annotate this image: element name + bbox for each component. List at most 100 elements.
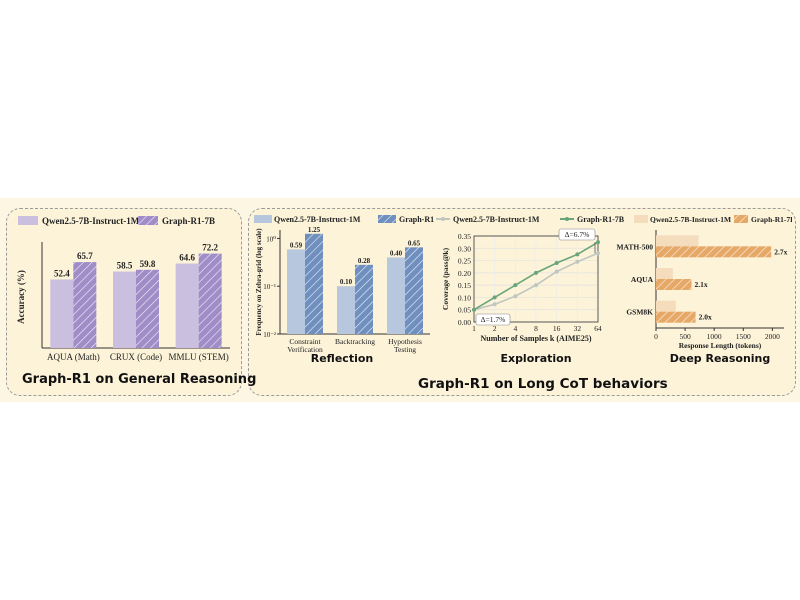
subplot-title: Deep Reasoning [670, 352, 771, 365]
bar-value-label: 0.65 [408, 239, 421, 247]
legend-label-1: Graph-R1-7B [399, 215, 434, 224]
x-tick-label: 0 [654, 332, 658, 341]
bar-value-label: 0.10 [340, 278, 353, 286]
legend-swatch-0 [18, 216, 38, 225]
bar-1-1 [355, 264, 373, 334]
bar-value-label: 0.28 [358, 257, 371, 265]
series-point-0 [575, 259, 580, 264]
bar-value-label: 64.6 [179, 253, 195, 263]
x-tick-label: 1000 [707, 332, 722, 341]
x-tick-label: 4 [513, 324, 517, 333]
legend-marker-0 [441, 217, 445, 221]
series-point-1 [492, 295, 497, 300]
x-axis-label: Response Length (tokens) [679, 341, 762, 350]
caption-general: Graph-R1 on General Reasoning [22, 372, 257, 387]
x-tick-label: 1500 [736, 332, 751, 341]
y-tick-label: 0.20 [458, 269, 471, 278]
legend-label-0: Qwen2.5-7B-Instruct-1M [453, 215, 540, 224]
y-tick-label: 0.25 [458, 257, 471, 266]
legend-label-0: Qwen2.5-7B-Instruct-1M [42, 216, 140, 226]
series-point-0 [554, 269, 559, 274]
series-point-1 [554, 261, 559, 266]
bar-value-label: 52.4 [54, 268, 70, 278]
bar-0-2 [175, 263, 199, 348]
legend-swatch-1 [378, 215, 396, 223]
x-tick-label: AQUA (Math) [47, 352, 100, 362]
bar-1-0 [656, 246, 772, 258]
bar-value-label: 0.59 [290, 241, 303, 249]
deep-reasoning-chart: Qwen2.5-7B-Instruct-1M Graph-R1-7B 0 500 100… [616, 215, 792, 365]
x-tick-label: 2 [493, 324, 497, 333]
bar-value-label: 1.25 [308, 226, 321, 234]
x-tick-label: MMLU (STEM) [169, 352, 229, 362]
bar-0-1 [337, 286, 355, 334]
bar-1-2 [656, 311, 696, 323]
caption-long-cot: Graph-R1 on Long CoT behaviors [418, 376, 668, 392]
bar-0-0 [50, 279, 74, 348]
x-tick-label: 8 [534, 324, 538, 333]
legend-label-0: Qwen2.5-7B-Instruct-1M [650, 215, 731, 224]
y-tick-label: MATH-500 [616, 242, 653, 251]
subplot-title: Exploration [500, 352, 571, 365]
series-point-1 [575, 252, 580, 257]
y-tick-label: 10⁻¹ [263, 283, 276, 291]
y-tick-label: 10⁻² [263, 331, 276, 339]
series-point-1 [534, 270, 538, 275]
series-point-0 [596, 251, 600, 256]
bar-data-label: 2.7x [774, 247, 787, 256]
bar-0-1 [656, 268, 673, 279]
bar-1-0 [73, 262, 97, 348]
y-tick-label: 10⁰ [266, 235, 276, 243]
series-point-1 [513, 283, 518, 288]
x-axis-label: Number of Samples k (AIME25) [481, 334, 592, 343]
reflection-chart: Qwen2.5-7B-Instruct-1M Graph-R1-7B 10⁰ 10⁻¹… [254, 215, 434, 365]
bar-value-label: 65.7 [77, 251, 93, 261]
x-tick-label: 500 [679, 332, 691, 341]
x-tick-label: Testing [394, 345, 416, 354]
bar-1-2 [198, 253, 222, 348]
x-tick-label: 32 [574, 324, 582, 333]
general-reasoning-chart: Qwen2.5-7B-Instruct-1M Graph-R1-7B Accurac… [16, 216, 230, 362]
series-point-1 [472, 307, 476, 312]
x-tick-label: 1 [472, 324, 476, 333]
bar-data-label: 2.1x [694, 280, 707, 289]
legend-label-1: Graph-R1-7B [751, 215, 792, 224]
y-axis-label: Coverage (pass@k) [441, 247, 450, 310]
legend-label-1: Graph-R1-7B [577, 215, 625, 224]
x-tick-label: 64 [594, 324, 602, 333]
x-tick-label: Constraint [289, 337, 321, 346]
delta-box-bottom [475, 313, 511, 326]
y-axis-label: Frequency on Zebra-grid (log scale) [255, 228, 263, 336]
annotation-delta-top: Δ=6.7% [565, 230, 590, 239]
x-tick-label: Verification [287, 345, 323, 354]
bar-value-label: 72.2 [202, 243, 218, 253]
y-tick-label: 0.35 [458, 232, 471, 241]
bar-value-label: 58.5 [117, 261, 133, 271]
bar-1-1 [136, 269, 159, 348]
series-point-0 [492, 302, 497, 307]
series-point-0 [513, 294, 518, 299]
y-tick-label: GSM8K [626, 308, 653, 317]
legend-swatch-0 [634, 215, 648, 223]
bar-0-2 [387, 257, 405, 334]
y-tick-label: 0.30 [458, 244, 471, 253]
y-tick-label: 0.10 [458, 293, 471, 302]
x-tick-label: CRUX (Code) [110, 352, 162, 362]
y-tick-label: AQUA [631, 275, 654, 284]
bar-0-2 [656, 300, 676, 312]
bar-1-0 [305, 233, 323, 334]
y-tick-label: 0.15 [458, 281, 471, 290]
bar-0-0 [287, 249, 305, 334]
plot-frame [473, 235, 599, 323]
delta-box-top [558, 228, 596, 241]
series-point-1 [596, 240, 600, 245]
legend-swatch-1 [138, 216, 158, 225]
x-tick-label: Backtracking [335, 337, 375, 346]
legend-label-0: Qwen2.5-7B-Instruct-1M [274, 215, 361, 224]
legend-swatch-0 [254, 215, 272, 223]
bar-data-label: 2.0x [699, 313, 712, 322]
bar-1-1 [656, 279, 692, 290]
bar-0-0 [656, 235, 699, 247]
y-axis-label: Accuracy (%) [16, 270, 26, 324]
subplot-title: Reflection [311, 352, 373, 365]
